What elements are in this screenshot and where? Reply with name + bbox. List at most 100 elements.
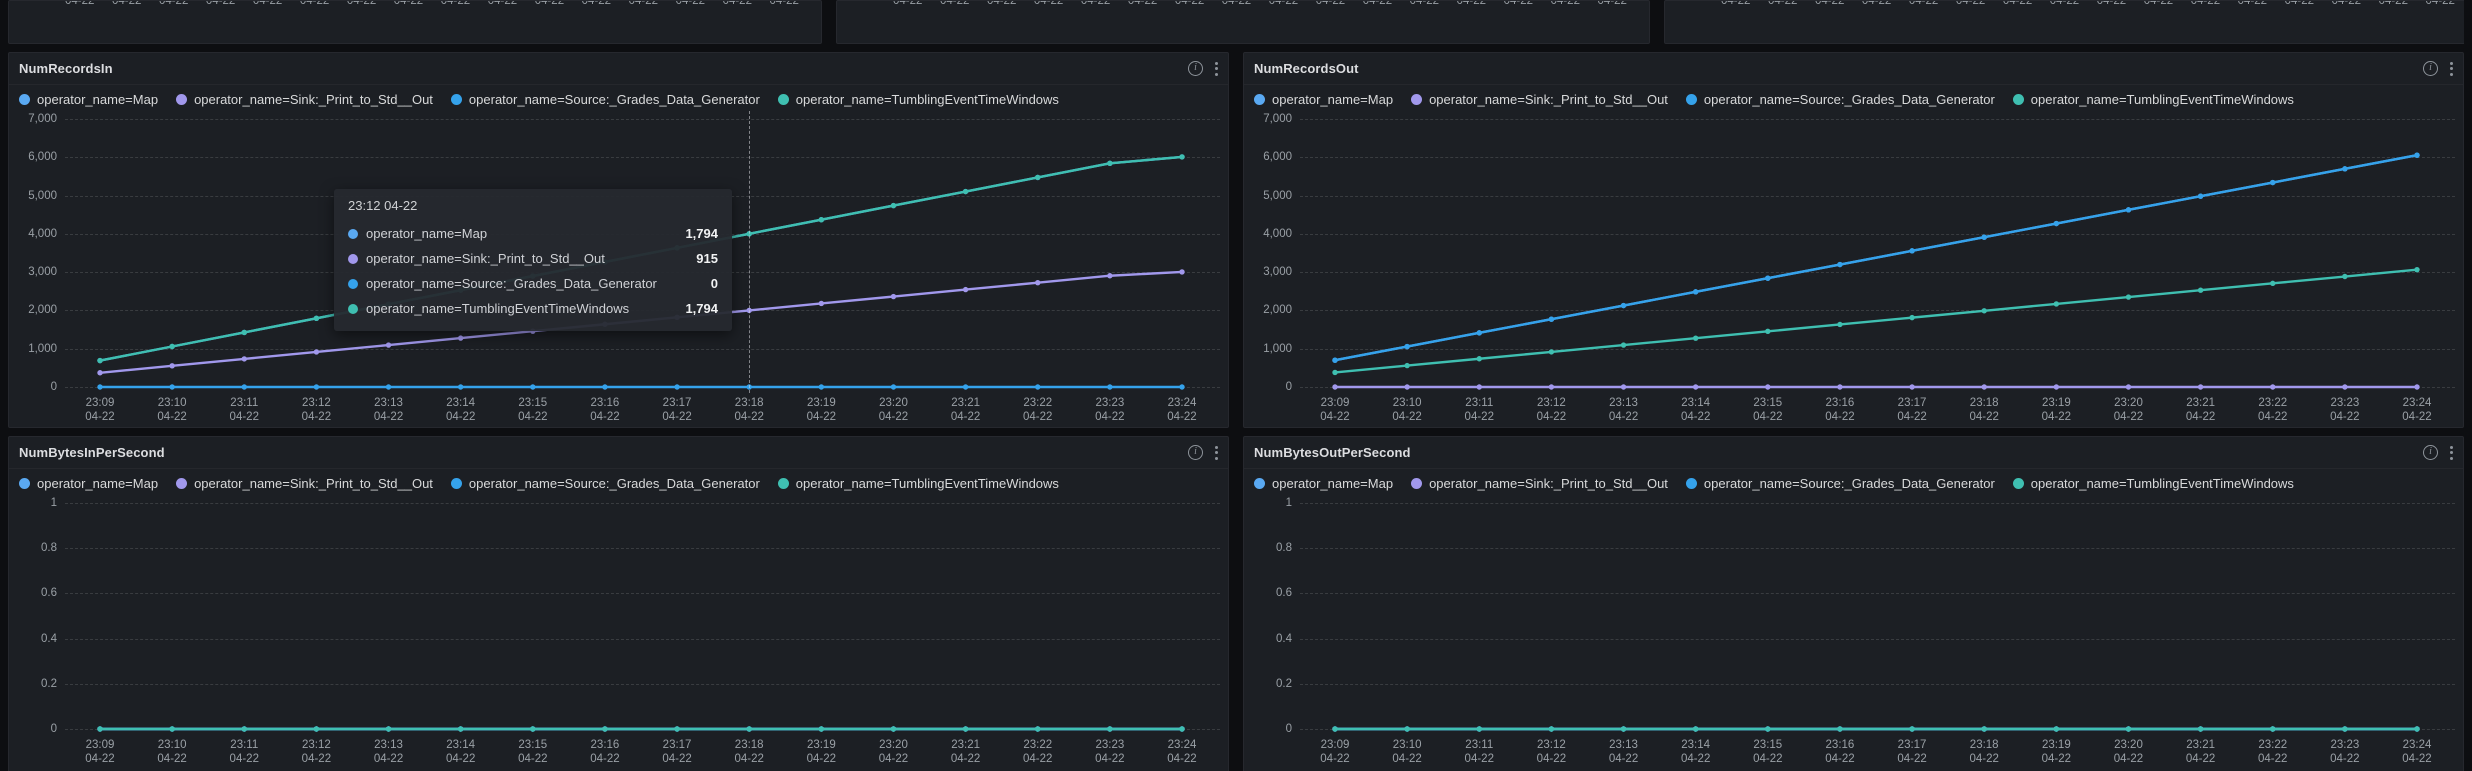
x-axis-tick-label: 23:16 04-22 xyxy=(590,397,620,423)
panel-title[interactable]: NumRecordsIn xyxy=(19,61,113,76)
info-icon[interactable]: i xyxy=(1188,445,1203,460)
series-point xyxy=(1035,384,1041,390)
x-axis-date-label: 04-22 xyxy=(393,0,424,7)
series-point xyxy=(241,384,247,390)
series-point xyxy=(169,384,175,390)
series-point xyxy=(1909,384,1915,390)
series-point xyxy=(241,356,247,362)
x-axis-tick-label: 23:16 04-22 xyxy=(590,739,620,765)
series-point xyxy=(1837,384,1843,390)
series-point xyxy=(1332,726,1338,732)
crosshair-line xyxy=(749,111,751,393)
info-icon[interactable]: i xyxy=(2423,445,2438,460)
x-axis-tick-label: 23:14 04-22 xyxy=(1680,397,1711,423)
legend-item[interactable]: operator_name=Source:_Grades_Data_Genera… xyxy=(450,92,760,107)
series-point xyxy=(1692,335,1699,341)
x-axis-tick-label: 23:14 04-22 xyxy=(445,739,476,765)
series-point xyxy=(2414,384,2420,390)
x-axis-date-label: 04-22 xyxy=(534,0,565,7)
legend-item[interactable]: operator_name=Source:_Grades_Data_Genera… xyxy=(1685,92,1995,107)
series-point xyxy=(2414,152,2420,158)
legend-series-label: operator_name=Source:_Grades_Data_Genera… xyxy=(1703,475,1995,491)
chart-plot[interactable]: 23:09 04-22 23:10 04-22 23:11 04-22 23:12 04-22… xyxy=(1300,495,2455,765)
gridline xyxy=(1300,503,2455,504)
legend-item[interactable]: operator_name=TumblingEventTimeWindows xyxy=(2012,91,2294,107)
y-axis: 1 0.8 0.6 0.4 0.2 0 xyxy=(1252,495,1300,735)
info-icon[interactable]: i xyxy=(2423,61,2438,76)
x-axis-date-label: 04-22 xyxy=(2331,0,2362,7)
x-axis-tick-label: 23:12 04-22 xyxy=(301,397,332,423)
kebab-menu-icon[interactable] xyxy=(1213,444,1220,462)
legend-item[interactable]: operator_name=Sink:_Print_to_Std__Out xyxy=(1411,476,1668,491)
legend-item[interactable]: operator_name=TumblingEventTimeWindows xyxy=(2012,476,2294,491)
y-axis-tick-label: 0.6 xyxy=(41,587,57,600)
panel-title[interactable]: NumBytesInPerSecond xyxy=(19,445,165,460)
legend-item[interactable]: operator_name=Map xyxy=(1254,92,1393,107)
kebab-menu-icon[interactable] xyxy=(2448,60,2455,78)
tooltip-series-value: 915 xyxy=(696,251,718,266)
series-point xyxy=(457,384,464,390)
legend-item[interactable]: operator_name=Map xyxy=(19,92,158,107)
x-axis-tick-label: 23:15 04-22 xyxy=(518,397,548,423)
legend-item[interactable]: operator_name=Map xyxy=(1254,476,1393,491)
y-axis-tick-label: 7,000 xyxy=(28,113,57,125)
x-axis-date-label: 04-22 xyxy=(1814,0,1845,7)
series-point xyxy=(2197,384,2204,390)
series-point xyxy=(169,343,175,350)
panel-title[interactable]: NumRecordsOut xyxy=(1254,61,1359,76)
legend-series-label: operator_name=TumblingEventTimeWindows xyxy=(2030,91,2294,107)
panel-title[interactable]: NumBytesOutPerSecond xyxy=(1254,445,1411,460)
y-axis-tick-label: 0 xyxy=(50,381,57,393)
legend-item[interactable]: operator_name=Map xyxy=(19,476,158,491)
x-axis-tick-label: 23:19 04-22 xyxy=(2041,739,2072,765)
tooltip-series-dot xyxy=(348,228,358,239)
legend-series-label: operator_name=Sink:_Print_to_Std__Out xyxy=(1429,91,1668,107)
chart-plot[interactable]: 23:09 04-22 23:10 04-22 23:11 04-22 23:12 04-22… xyxy=(1300,111,2455,423)
series-point xyxy=(457,726,464,732)
y-axis-tick-label: 4,000 xyxy=(28,227,57,240)
y-axis-tick-label: 1,000 xyxy=(1263,342,1292,355)
y-axis-tick-label: 0.8 xyxy=(1276,542,1292,555)
series-point xyxy=(1620,726,1627,732)
x-axis-tick-label: 23:17 04-22 xyxy=(662,397,692,423)
series-point xyxy=(2053,726,2060,732)
legend-item[interactable]: operator_name=TumblingEventTimeWindows xyxy=(777,92,1059,107)
tooltip-series-label: operator_name=TumblingEventTimeWindows xyxy=(366,301,630,316)
gridline xyxy=(1300,638,2455,640)
series-point xyxy=(2053,220,2060,227)
legend: operator_name=Map operator_name=Sink:_Pri… xyxy=(9,469,1228,495)
x-axis-date-label: 04-22 xyxy=(1767,0,1798,7)
legend-item[interactable]: operator_name=TumblingEventTimeWindows xyxy=(777,476,1059,491)
chart-series-canvas xyxy=(1332,152,2420,390)
legend-item[interactable]: operator_name=Sink:_Print_to_Std__Out xyxy=(176,92,433,107)
legend-item[interactable]: operator_name=Sink:_Print_to_Std__Out xyxy=(1411,92,1668,107)
x-axis-tick-label: 23:23 04-22 xyxy=(1095,739,1125,765)
tooltip-series-dot xyxy=(348,303,358,314)
kebab-menu-icon[interactable] xyxy=(2448,444,2455,462)
x-axis-tick-label: 23:17 04-22 xyxy=(1897,739,1927,765)
series-point xyxy=(313,726,320,732)
info-icon[interactable]: i xyxy=(1188,61,1203,76)
legend-item[interactable]: operator_name=Source:_Grades_Data_Genera… xyxy=(1685,475,1995,491)
chart-plot[interactable]: 23:09 04-22 23:10 04-22 23:11 04-22 23:12 04-22… xyxy=(65,111,1220,423)
tooltip-row: operator_name=TumblingEventTimeWindows 1,… xyxy=(348,296,718,321)
legend-item[interactable]: operator_name=Sink:_Print_to_Std__Out xyxy=(176,476,433,491)
series-point xyxy=(674,726,680,732)
series-point xyxy=(890,293,897,300)
tooltip-series-label: operator_name=Source:_Grades_Data_Genera… xyxy=(366,276,657,291)
x-axis-date-label: 04-22 xyxy=(346,0,377,7)
series-point xyxy=(818,300,825,307)
x-axis-date-label: 04-22 xyxy=(65,0,95,7)
chart-area: 7,000 6,000 5,000 4,000 3,000 2,000 1,000 0 23:… xyxy=(9,111,1228,423)
x-axis-tick-label: 23:22 04-22 xyxy=(2258,397,2288,423)
chart-plot[interactable]: 23:09 04-22 23:10 04-22 23:11 04-22 23:12 04-22… xyxy=(65,495,1220,765)
kebab-menu-icon[interactable] xyxy=(1213,60,1220,78)
legend-item[interactable]: operator_name=Source:_Grades_Data_Genera… xyxy=(450,476,760,491)
x-axis-tick-label: 23:10 04-22 xyxy=(157,739,187,765)
tooltip-row: operator_name=Source:_Grades_Data_Genera… xyxy=(348,271,718,296)
x-axis-tick-label: 23:16 04-22 xyxy=(1825,739,1855,765)
x-axis-tick-label: 23:22 04-22 xyxy=(1023,739,1053,765)
series-point xyxy=(1765,384,1771,390)
tooltip-series-value: 0 xyxy=(710,276,718,291)
x-axis-date-label: 04-22 xyxy=(1080,0,1111,7)
